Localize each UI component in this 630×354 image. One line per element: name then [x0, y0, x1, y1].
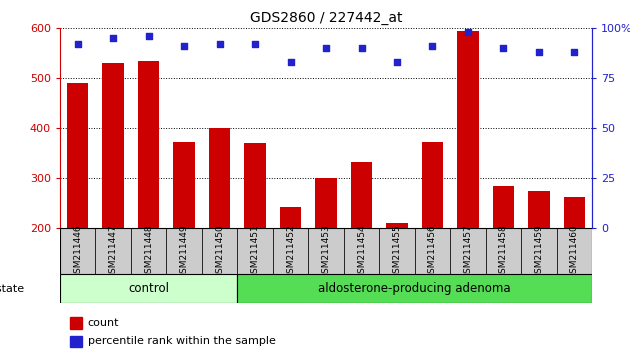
Point	[108, 35, 118, 41]
Bar	[529, 191, 549, 228]
Point	[534, 50, 544, 55]
Point	[392, 59, 402, 65]
Bar	[308, 228, 344, 274]
Bar	[166, 228, 202, 274]
Bar	[486, 228, 521, 274]
Text: percentile rank within the sample: percentile rank within the sample	[88, 336, 275, 346]
Text: GSM211449: GSM211449	[180, 224, 188, 279]
Text: control: control	[128, 282, 169, 295]
Bar	[95, 228, 131, 274]
Text: disease state: disease state	[0, 284, 25, 293]
Text: GSM211452: GSM211452	[286, 224, 295, 279]
Bar	[273, 228, 308, 274]
Bar	[71, 336, 82, 347]
Bar	[422, 142, 443, 228]
Title: GDS2860 / 227442_at: GDS2860 / 227442_at	[249, 11, 403, 24]
Text: GSM211453: GSM211453	[321, 224, 331, 279]
Text: GSM211456: GSM211456	[428, 224, 437, 279]
Bar	[244, 143, 266, 228]
Text: count: count	[88, 318, 119, 328]
Point	[357, 46, 367, 51]
Point	[427, 44, 437, 49]
Bar	[521, 228, 557, 274]
Bar	[209, 128, 230, 228]
Bar	[386, 223, 408, 228]
Bar	[457, 31, 479, 228]
Text: GSM211460: GSM211460	[570, 224, 579, 279]
Text: GSM211458: GSM211458	[499, 224, 508, 279]
Bar	[493, 186, 514, 228]
Text: GSM211459: GSM211459	[534, 224, 544, 279]
Text: aldosterone-producing adenoma: aldosterone-producing adenoma	[318, 282, 511, 295]
Bar	[557, 228, 592, 274]
Bar	[238, 274, 592, 303]
Text: GSM211457: GSM211457	[464, 224, 472, 279]
Bar	[238, 228, 273, 274]
Bar	[450, 228, 486, 274]
Bar	[202, 228, 238, 274]
Point	[321, 46, 331, 51]
Bar	[103, 63, 123, 228]
Bar	[67, 83, 88, 228]
Text: GSM211451: GSM211451	[251, 224, 260, 279]
Point	[285, 59, 295, 65]
Text: GSM211454: GSM211454	[357, 224, 366, 279]
Text: GSM211447: GSM211447	[108, 224, 118, 279]
Point	[463, 29, 473, 35]
Bar	[173, 142, 195, 228]
Point	[570, 50, 580, 55]
Bar	[564, 197, 585, 228]
Point	[144, 34, 154, 39]
Bar	[71, 317, 82, 329]
Bar	[131, 228, 166, 274]
Text: GSM211448: GSM211448	[144, 224, 153, 279]
Point	[214, 41, 224, 47]
Bar	[344, 228, 379, 274]
Bar	[351, 162, 372, 228]
Bar	[415, 228, 450, 274]
Bar	[280, 207, 301, 228]
Bar	[60, 274, 238, 303]
Point	[179, 44, 189, 49]
Bar	[138, 61, 159, 228]
Point	[72, 41, 83, 47]
Point	[250, 41, 260, 47]
Bar	[379, 228, 415, 274]
Bar	[60, 228, 95, 274]
Text: GSM211450: GSM211450	[215, 224, 224, 279]
Point	[498, 46, 508, 51]
Text: GSM211446: GSM211446	[73, 224, 82, 279]
Text: GSM211455: GSM211455	[392, 224, 401, 279]
Bar	[316, 178, 336, 228]
